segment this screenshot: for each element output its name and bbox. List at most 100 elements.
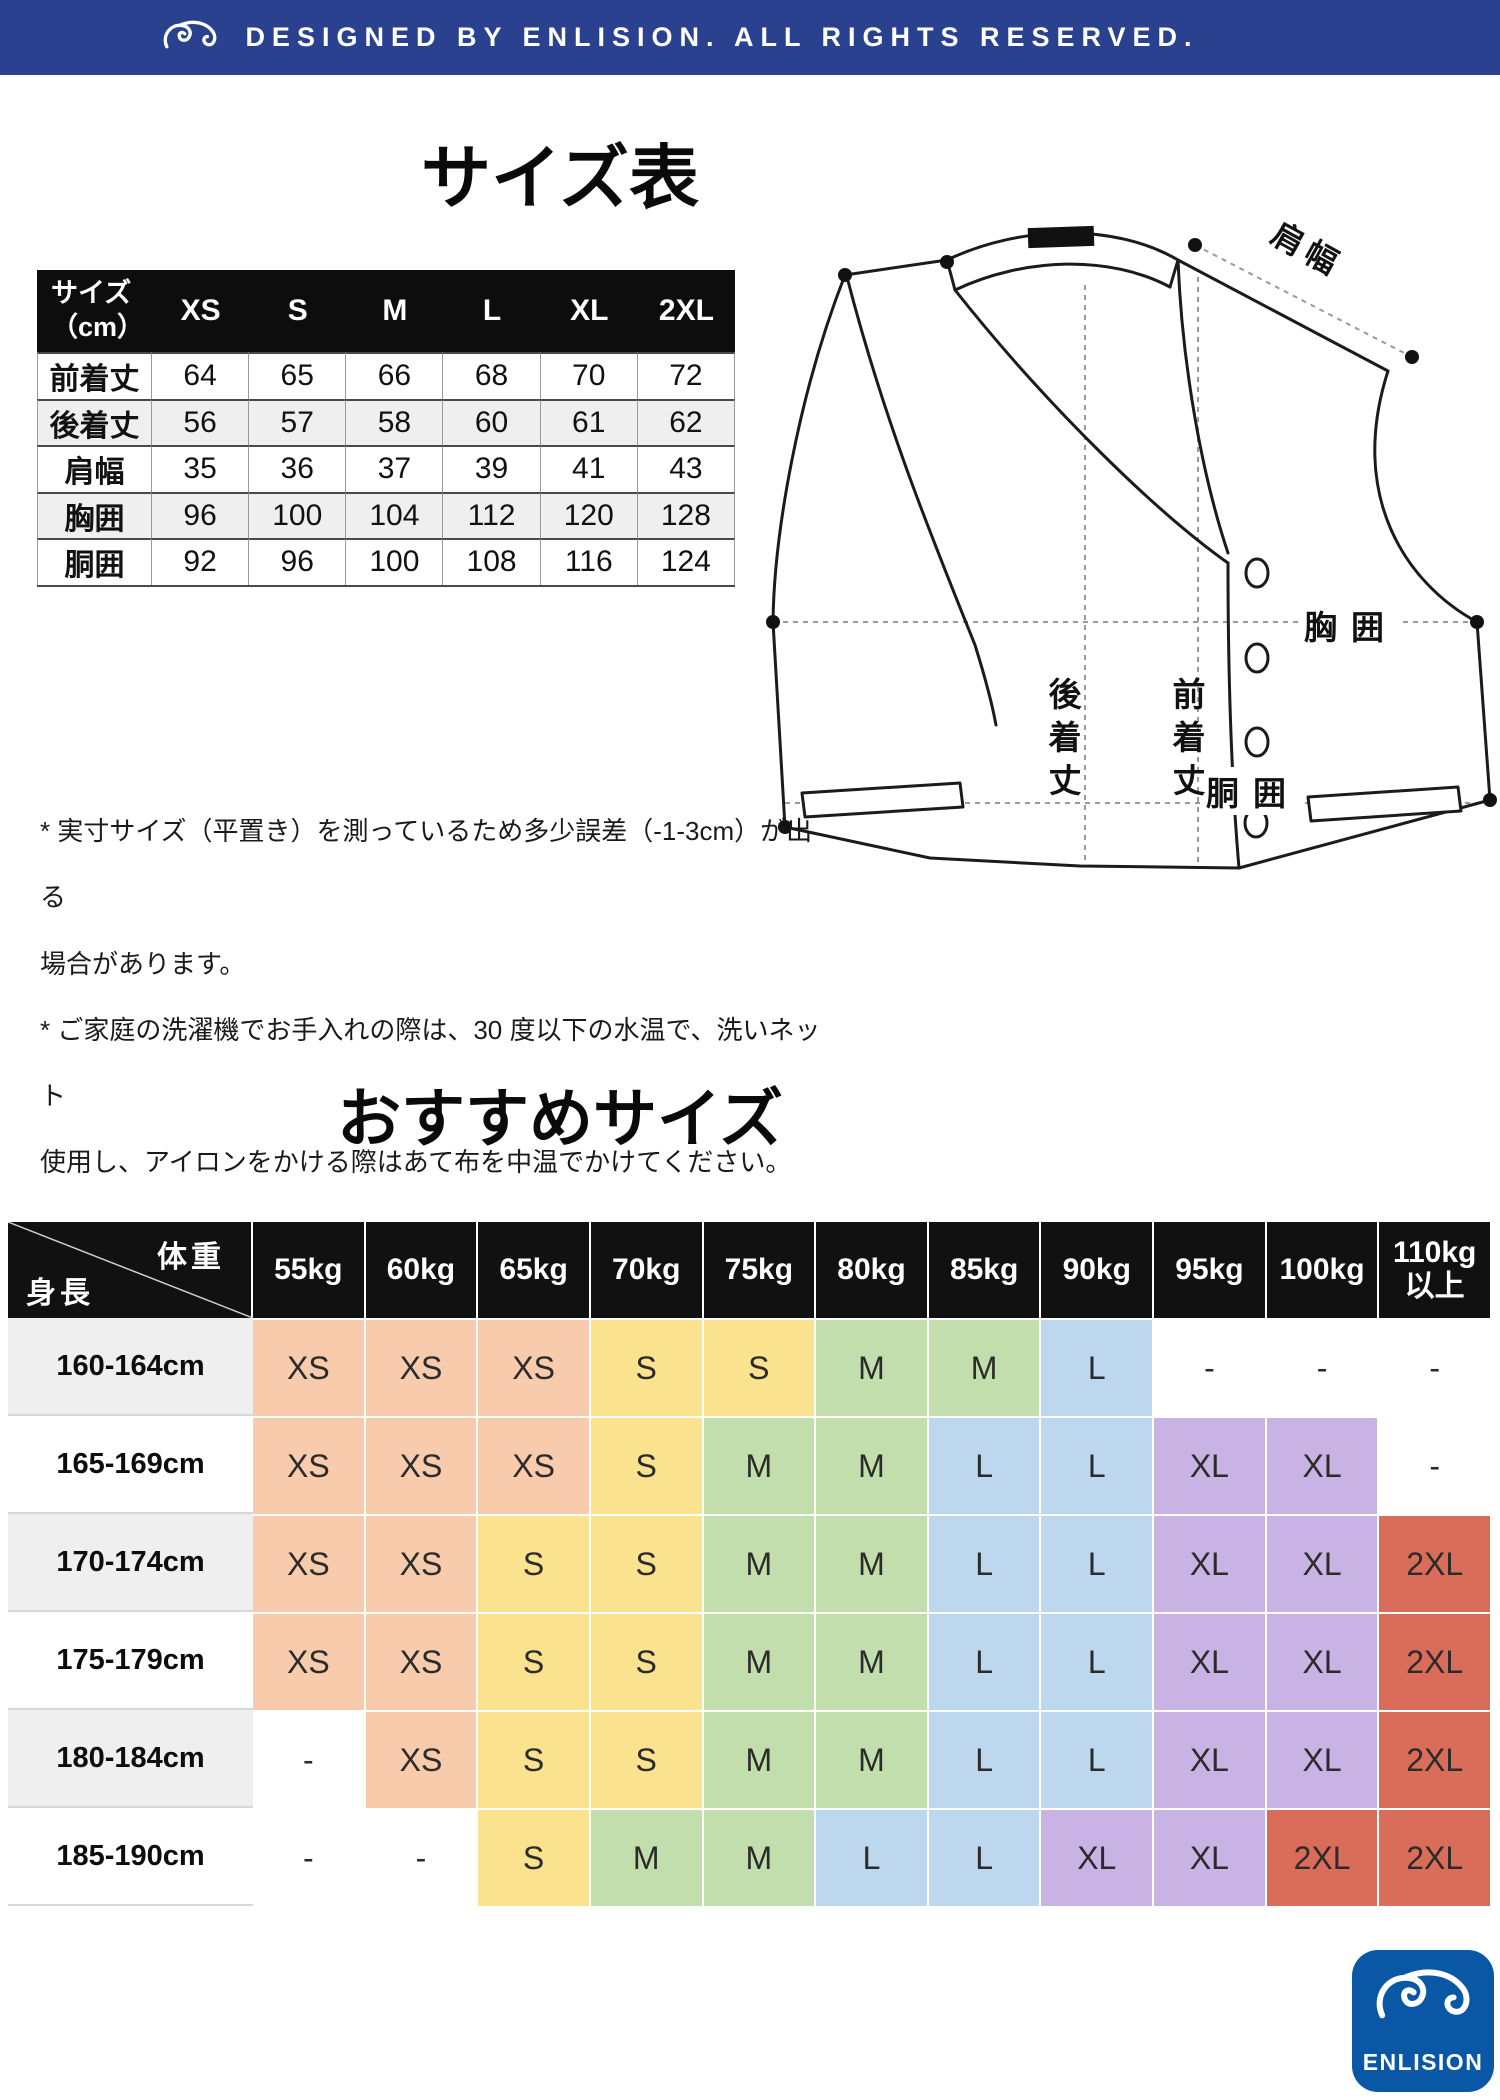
reco-cell: L — [928, 1514, 1042, 1612]
reco-cell: 2XL — [1379, 1612, 1492, 1710]
enlision-wave-icon — [1376, 1969, 1470, 2019]
size-table-col-header: XS — [152, 270, 250, 352]
reco-cell: XL — [1154, 1514, 1267, 1612]
size-chart-title: サイズ表 — [421, 139, 699, 217]
reco-col-header: 90kg — [1041, 1222, 1155, 1318]
reco-cell: M — [816, 1416, 929, 1514]
reco-cell: XS — [253, 1416, 366, 1514]
size-table-cell: 112 — [443, 491, 541, 538]
note-measurement: * 実寸サイズ（平置き）を測っているため多少誤差（-1-3cm）が出る 場合があ… — [40, 816, 813, 979]
reco-cell: 2XL — [1379, 1710, 1492, 1808]
reco-cell: L — [1041, 1710, 1155, 1808]
reco-col-header: 75kg — [703, 1222, 817, 1318]
reco-cell: S — [478, 1514, 591, 1612]
reco-col-header: 80kg — [816, 1222, 929, 1318]
size-table-cell: 56 — [152, 398, 250, 445]
reco-col-header: 65kg — [478, 1222, 591, 1318]
size-table-cell: 60 — [443, 398, 541, 445]
reco-cell: M — [816, 1710, 929, 1808]
reco-col-header: 100kg — [1266, 1222, 1380, 1318]
size-table-cell: 70 — [540, 352, 638, 399]
reco-cell: L — [928, 1416, 1042, 1514]
collar-loop — [1027, 225, 1095, 249]
reco-cell: M — [703, 1612, 817, 1710]
enlision-logo: ENLISION — [1352, 1950, 1494, 2092]
reco-cell: XS — [365, 1416, 479, 1514]
corner-diagonal — [8, 1222, 253, 1318]
size-table-cell: 35 — [152, 445, 250, 492]
reco-cell: XL — [1154, 1612, 1267, 1710]
buttons — [1243, 557, 1270, 839]
reco-cell: L — [1041, 1514, 1155, 1612]
reco-cell: XS — [365, 1514, 479, 1612]
reco-cell: S — [703, 1318, 817, 1416]
reco-col-header: 70kg — [590, 1222, 704, 1318]
reco-cell: XS — [365, 1612, 479, 1710]
size-table-col-header: XL — [540, 270, 638, 352]
reco-cell: XS — [365, 1710, 479, 1808]
reco-col-header: 55kg — [253, 1222, 366, 1318]
size-table-cell: 100 — [346, 538, 444, 585]
reco-cell: XL — [1154, 1808, 1267, 1906]
vest-drawing — [766, 225, 1497, 870]
reco-col-header: 95kg — [1154, 1222, 1267, 1318]
waist-label: 胴囲 — [1202, 767, 1304, 815]
reco-cell: - — [365, 1808, 479, 1906]
reco-cell: - — [1379, 1318, 1492, 1416]
reco-cell: L — [928, 1612, 1042, 1710]
banner-text: DESIGNED BY ENLISION. ALL RIGHTS RESERVE… — [245, 22, 1199, 52]
reco-corner-cell: 体重 身長 — [8, 1222, 253, 1318]
reco-cell: S — [478, 1808, 591, 1906]
reco-cell: S — [590, 1710, 704, 1808]
height-axis-label: 身長 — [26, 1277, 94, 1310]
reco-cell: 2XL — [1379, 1514, 1492, 1612]
front-length-label: 前着丈 — [1168, 677, 1205, 806]
size-table-cell: 104 — [346, 491, 444, 538]
reco-cell: M — [703, 1416, 817, 1514]
size-table-cell: 39 — [443, 445, 541, 492]
reco-cell: M — [703, 1808, 817, 1906]
size-table-cell: 108 — [443, 538, 541, 585]
reco-cell: S — [590, 1416, 704, 1514]
size-table-cell: 66 — [346, 352, 444, 399]
reco-cell: M — [703, 1710, 817, 1808]
size-table-cell: 92 — [152, 538, 250, 585]
size-table-cell: 43 — [637, 445, 735, 492]
back-length-label: 後着丈 — [1044, 677, 1081, 806]
top-banner: DESIGNED BY ENLISION. ALL RIGHTS RESERVE… — [0, 0, 1500, 75]
logo-brand-text: ENLISION — [1362, 2049, 1484, 2075]
size-table-cell: 37 — [346, 445, 444, 492]
size-table-row-label: 胴囲 — [37, 538, 152, 585]
reco-row-label: 185-190cm — [8, 1808, 253, 1906]
size-table-cell: 96 — [249, 538, 347, 585]
reco-cell: XS — [253, 1318, 366, 1416]
reco-cell: L — [816, 1808, 929, 1906]
reco-cell: XS — [365, 1318, 479, 1416]
reco-cell: - — [1266, 1318, 1380, 1416]
reco-cell: M — [703, 1514, 817, 1612]
reco-cell: S — [590, 1612, 704, 1710]
size-table-corner: サイズ （cm） — [37, 270, 152, 352]
size-table-cell: 65 — [249, 352, 347, 399]
size-table-cell: 36 — [249, 445, 347, 492]
reco-cell: - — [253, 1710, 366, 1808]
reco-cell: XS — [253, 1514, 366, 1612]
reco-cell: XS — [478, 1416, 591, 1514]
size-table-cell: 58 — [346, 398, 444, 445]
shoulder-measure-line — [1194, 244, 1413, 358]
reco-cell: XL — [1154, 1710, 1267, 1808]
reco-col-header: 60kg — [365, 1222, 479, 1318]
size-table-row-label: 肩幅 — [37, 445, 152, 492]
size-table-col-header: L — [443, 270, 541, 352]
size-table-cell: 96 — [152, 491, 250, 538]
care-notes: * 実寸サイズ（平置き）を測っているため多少誤差（-1-3cm）が出る 場合があ… — [40, 798, 830, 1196]
size-table-col-header: S — [249, 270, 347, 352]
size-table-row-label: 後着丈 — [37, 398, 152, 445]
reco-cell: - — [253, 1808, 366, 1906]
reco-cell: L — [928, 1808, 1042, 1906]
size-table-cell: 116 — [540, 538, 638, 585]
reco-cell: XS — [253, 1612, 366, 1710]
reco-row-label: 165-169cm — [8, 1416, 253, 1514]
reco-cell: XL — [1266, 1612, 1380, 1710]
